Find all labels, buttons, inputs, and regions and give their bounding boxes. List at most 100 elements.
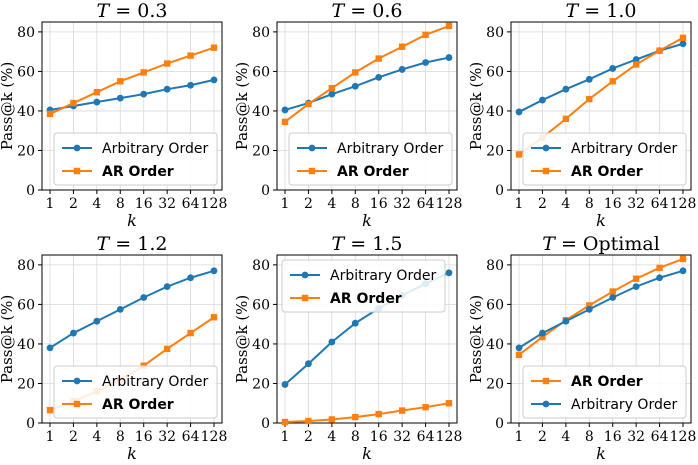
data-point-arbitrary-order <box>187 274 194 282</box>
data-point-ar-order <box>93 88 101 96</box>
data-point-arbitrary-order <box>515 344 523 352</box>
panel-title-value: = 0.3 <box>109 0 167 22</box>
data-point-ar-order <box>140 69 147 76</box>
y-axis-label: Pass@k (%) <box>467 295 485 384</box>
data-point-ar-order <box>352 69 359 76</box>
panel-title-variable: T <box>566 0 580 22</box>
legend-marker-ar-order <box>301 294 309 302</box>
data-point-arbitrary-order <box>163 283 171 291</box>
x-tick-label: 1 <box>281 429 290 445</box>
data-point-ar-order <box>539 333 546 341</box>
x-tick-label: 2 <box>538 196 547 212</box>
x-tick-label: 128 <box>670 429 697 445</box>
x-tick-label: 2 <box>538 429 547 445</box>
x-tick-label: 1 <box>281 196 290 212</box>
legend-marker-arbitrary-order <box>73 144 81 152</box>
data-point-arbitrary-order <box>539 329 546 337</box>
x-tick-label: 64 <box>651 429 669 445</box>
x-tick-label: 64 <box>651 196 669 212</box>
legend: Arbitrary Order AR Order <box>281 259 446 313</box>
y-tick-label: 0 <box>495 183 504 199</box>
y-tick-label: 40 <box>252 104 270 120</box>
x-tick-label: 64 <box>182 196 200 212</box>
panel-title: T = 0.6 <box>332 0 403 22</box>
data-point-arbitrary-order <box>305 360 312 368</box>
data-point-arbitrary-order <box>632 283 640 291</box>
data-point-ar-order <box>398 43 406 50</box>
y-tick-label: 80 <box>252 258 270 274</box>
panel-title: T = Optimal <box>542 233 660 255</box>
y-axis-label: Pass@k (%) <box>0 62 16 151</box>
panel-title-value: = 1.2 <box>109 233 167 255</box>
y-tick-label: 60 <box>486 297 504 313</box>
legend-box <box>288 132 453 186</box>
x-tick-label: 128 <box>201 429 228 445</box>
legend-label-arbitrary-order: Arbitrary Order <box>330 268 436 284</box>
y-tick-label: 40 <box>486 337 504 353</box>
x-axis-label: k <box>362 444 372 463</box>
data-point-arbitrary-order <box>632 56 640 63</box>
x-tick-label: 1 <box>46 429 55 445</box>
x-tick-label: 32 <box>627 196 645 212</box>
data-point-arbitrary-order <box>93 317 101 325</box>
data-point-ar-order <box>46 110 54 118</box>
legend-label-ar-order: AR Order <box>102 397 174 413</box>
x-tick-label: 8 <box>116 196 125 212</box>
legend: Arbitrary Order AR Order <box>53 365 218 419</box>
panel-6: 1 2 4 8 16 32 64 128 0 20 40 60 80 k Pass@k (%) T = Opt… <box>467 233 696 463</box>
data-point-ar-order <box>70 99 77 107</box>
x-tick-label: 8 <box>351 429 360 445</box>
legend-box <box>281 259 446 313</box>
x-tick-label: 8 <box>116 429 125 445</box>
data-point-arbitrary-order <box>445 54 453 61</box>
x-tick-label: 16 <box>370 429 388 445</box>
data-point-arbitrary-order <box>163 85 171 93</box>
legend-marker-arbitrary-order <box>542 400 550 408</box>
data-point-ar-order <box>163 60 171 67</box>
panel-4: 1 2 4 8 16 32 64 128 0 20 40 60 80 k Pass@k (%) T = 1.2… <box>0 233 227 463</box>
data-point-arbitrary-order <box>562 317 570 325</box>
data-point-arbitrary-order <box>351 319 359 327</box>
data-point-arbitrary-order <box>46 344 54 352</box>
x-tick-label: 4 <box>92 196 101 212</box>
data-point-arbitrary-order <box>562 85 570 93</box>
data-point-arbitrary-order <box>585 75 593 83</box>
data-point-ar-order <box>117 78 124 85</box>
y-tick-label: 40 <box>17 104 35 120</box>
y-tick-label: 60 <box>17 64 35 80</box>
y-tick-label: 80 <box>17 25 35 41</box>
data-point-ar-order <box>210 314 218 321</box>
y-tick-label: 40 <box>252 337 270 353</box>
y-tick-label: 0 <box>495 416 504 432</box>
y-tick-label: 40 <box>17 337 35 353</box>
data-point-arbitrary-order <box>328 90 336 98</box>
series-line-arbitrary-order <box>49 269 215 349</box>
data-point-arbitrary-order <box>422 59 429 66</box>
legend-label-arbitrary-order: Arbitrary Order <box>102 374 208 390</box>
panel-title-value: = 1.0 <box>578 0 636 22</box>
legend-box <box>522 132 687 186</box>
plot-frame <box>276 254 458 424</box>
legend: Arbitrary Order AR Order <box>288 132 453 186</box>
plot-frame <box>510 21 692 191</box>
x-tick-label: 32 <box>158 196 176 212</box>
plot-frame <box>510 254 692 424</box>
panel-title: T = 0.3 <box>97 0 168 22</box>
y-tick-label: 0 <box>261 416 270 432</box>
y-tick-label: 0 <box>26 416 35 432</box>
legend-box <box>53 132 218 186</box>
panel-title-variable: T <box>332 233 346 255</box>
data-point-ar-order <box>656 47 663 54</box>
legend-label-ar-order: AR Order <box>571 374 643 390</box>
data-point-ar-order <box>609 78 616 85</box>
legend: Arbitrary Order AR Order <box>53 132 218 186</box>
legend-label-arbitrary-order: Arbitrary Order <box>102 141 208 157</box>
x-tick-label: 32 <box>158 429 176 445</box>
legend-marker-arbitrary-order <box>308 144 316 152</box>
x-tick-label: 16 <box>604 196 622 212</box>
data-point-ar-order <box>515 351 523 359</box>
x-tick-label: 4 <box>327 196 336 212</box>
legend-marker-arbitrary-order <box>542 144 550 152</box>
data-point-arbitrary-order <box>328 338 336 346</box>
legend: AR Order Arbitrary Order <box>522 365 687 419</box>
